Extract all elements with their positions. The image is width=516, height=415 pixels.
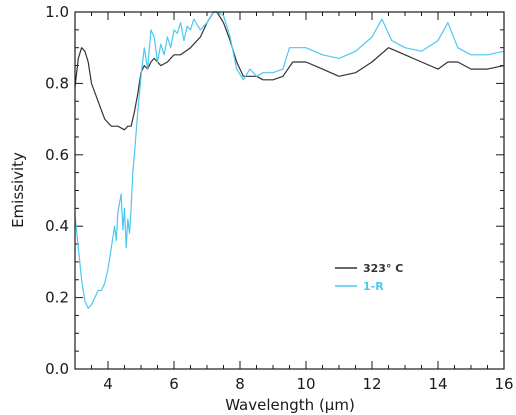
x-axis-title: Wavelength (μm) bbox=[225, 396, 355, 414]
x-tick-label: 4 bbox=[103, 375, 113, 393]
y-tick-label: 0.8 bbox=[45, 74, 69, 92]
y-tick-label: 0.0 bbox=[45, 360, 69, 378]
x-tick-label: 14 bbox=[428, 375, 447, 393]
x-tick-label: 10 bbox=[296, 375, 315, 393]
legend-label: 323° C bbox=[363, 262, 403, 275]
series-line-0 bbox=[74, 11, 505, 131]
x-tick-label: 8 bbox=[235, 375, 245, 393]
plot-frame bbox=[74, 11, 505, 370]
series-line-1 bbox=[74, 11, 505, 309]
y-axis-title: Emissivity bbox=[9, 152, 27, 228]
x-tick-label: 12 bbox=[362, 375, 381, 393]
y-tick-label: 0.4 bbox=[45, 217, 69, 235]
x-tick-label: 16 bbox=[494, 375, 513, 393]
tick-labels: 4 6 8 10 12 14 16 0.0 0.2 0.4 0.6 0.8 1.0 bbox=[45, 3, 513, 393]
legend: 323° C 1-R bbox=[335, 262, 403, 293]
axis-ticks bbox=[75, 11, 504, 370]
x-tick-label: 6 bbox=[169, 375, 179, 393]
y-tick-label: 0.6 bbox=[45, 146, 69, 164]
y-tick-label: 1.0 bbox=[45, 3, 69, 21]
y-tick-label: 0.2 bbox=[45, 289, 69, 307]
series-lines bbox=[74, 11, 505, 309]
legend-label: 1-R bbox=[363, 280, 384, 293]
